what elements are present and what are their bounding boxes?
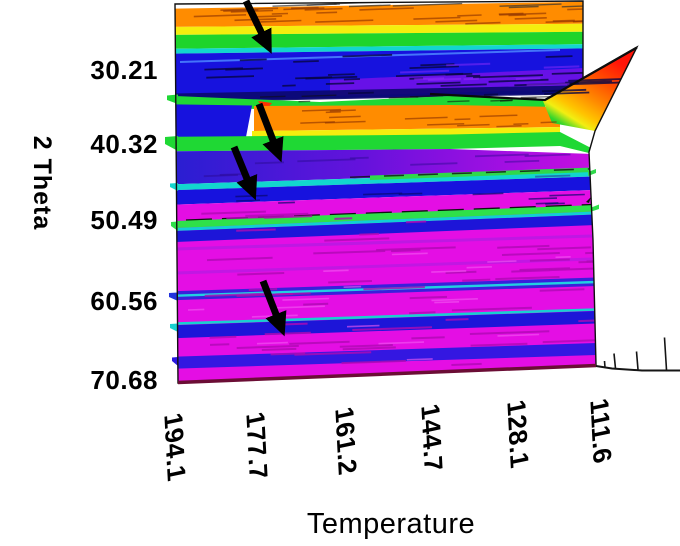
y-tick-label-4: 70.68 bbox=[90, 365, 158, 395]
annotation-arrow-3 bbox=[230, 145, 258, 201]
x-axis-baseline-extension bbox=[595, 337, 680, 372]
y-axis-title: 2 Theta bbox=[28, 135, 56, 231]
stripe-green-4 bbox=[175, 205, 596, 229]
red-hotspot-sail bbox=[543, 47, 637, 131]
band-green-3 bbox=[175, 132, 593, 154]
band-orange-2 bbox=[254, 105, 560, 131]
stripe-blue-4 bbox=[175, 176, 593, 206]
x-tick-label-4: 128.1 bbox=[501, 397, 535, 471]
faint-stripe bbox=[175, 257, 593, 275]
color-surface bbox=[175, 1, 637, 383]
stripe-cyan-3 bbox=[175, 171, 593, 191]
x-tick-label-5: 111.6 bbox=[584, 395, 618, 467]
x-tick-label-0: 194.1 bbox=[158, 410, 192, 484]
stripe-cyan-4 bbox=[175, 211, 596, 232]
stripe-cyan-7 bbox=[175, 308, 597, 326]
dark-edge-line bbox=[175, 203, 597, 223]
faint-stripe bbox=[175, 234, 593, 251]
band-purple-region bbox=[175, 149, 593, 185]
y-tick-label-3: 60.56 bbox=[90, 286, 158, 316]
band-yellow-2 bbox=[252, 127, 560, 138]
annotation-arrow-4 bbox=[259, 279, 287, 337]
texture-noise bbox=[187, 1, 637, 366]
band-cyan-top bbox=[175, 43, 637, 54]
x-tick-label-3: 144.7 bbox=[415, 401, 449, 475]
band-navy bbox=[175, 83, 637, 103]
dark-edge-line bbox=[349, 168, 594, 178]
y-tick-label-0: 30.21 bbox=[90, 55, 158, 85]
y-tick-label-1: 40.32 bbox=[90, 129, 158, 159]
stripe-blue-7 bbox=[175, 311, 596, 339]
blue-notch bbox=[175, 104, 252, 138]
annotation-arrows bbox=[230, 0, 287, 337]
bottom-maroon-edge bbox=[177, 363, 597, 385]
y-tick-label-2: 50.49 bbox=[90, 205, 158, 235]
stripe-blue-8 bbox=[175, 343, 596, 370]
x-axis-title: Temperature bbox=[306, 508, 476, 540]
annotation-arrow-2 bbox=[255, 102, 284, 163]
stripe-blue-5 bbox=[175, 214, 596, 243]
x-tick-label-1: 177.7 bbox=[240, 409, 274, 483]
x-tick-label-2: 161.2 bbox=[329, 404, 363, 478]
annotation-arrow-1 bbox=[242, 0, 272, 54]
